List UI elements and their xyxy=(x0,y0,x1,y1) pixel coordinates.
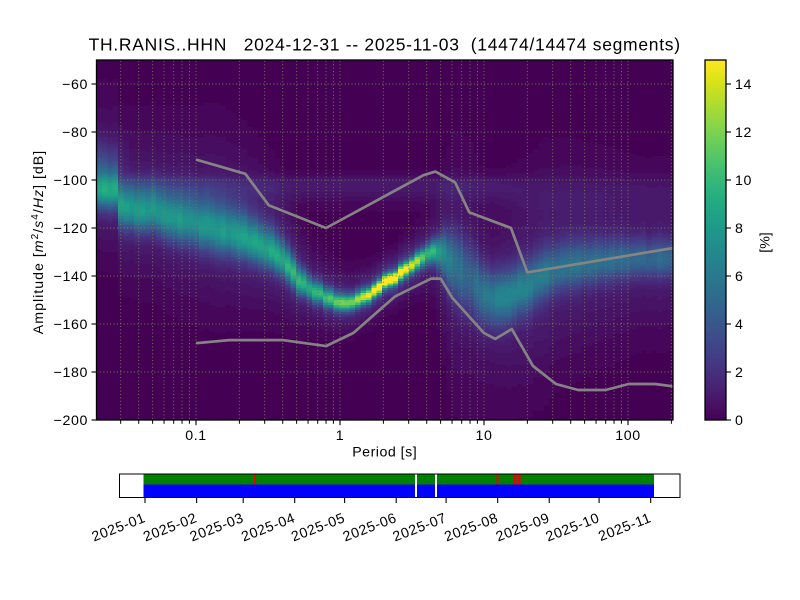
svg-text:−100: −100 xyxy=(54,173,88,189)
svg-text:8: 8 xyxy=(735,221,744,237)
svg-text:1: 1 xyxy=(336,428,345,444)
svg-text:10: 10 xyxy=(476,428,493,444)
svg-text:−120: −120 xyxy=(54,221,88,237)
svg-text:−160: −160 xyxy=(54,317,88,333)
svg-text:6: 6 xyxy=(735,269,744,285)
svg-text:10: 10 xyxy=(735,173,752,189)
svg-text:4: 4 xyxy=(735,317,744,333)
svg-text:[%]: [%] xyxy=(758,232,774,253)
svg-text:−200: −200 xyxy=(54,413,88,429)
svg-text:Amplitude [m2/s4/Hz] [dB]: Amplitude [m2/s4/Hz] [dB] xyxy=(30,150,47,334)
svg-text:12: 12 xyxy=(735,125,752,141)
svg-text:−140: −140 xyxy=(54,269,88,285)
svg-text:−60: −60 xyxy=(62,77,88,93)
svg-text:Period [s]: Period [s] xyxy=(352,445,417,461)
svg-text:TH.RANIS..HHN 2024-12-31 --: TH.RANIS..HHN 2024-12-31 -- 2025-11-03 (… xyxy=(89,35,681,55)
svg-text:0.1: 0.1 xyxy=(185,428,207,444)
svg-text:14: 14 xyxy=(735,77,752,93)
svg-text:100: 100 xyxy=(615,428,640,444)
svg-text:0: 0 xyxy=(735,413,744,429)
svg-text:2: 2 xyxy=(735,365,744,381)
svg-text:−180: −180 xyxy=(54,365,88,381)
svg-text:−80: −80 xyxy=(62,125,88,141)
